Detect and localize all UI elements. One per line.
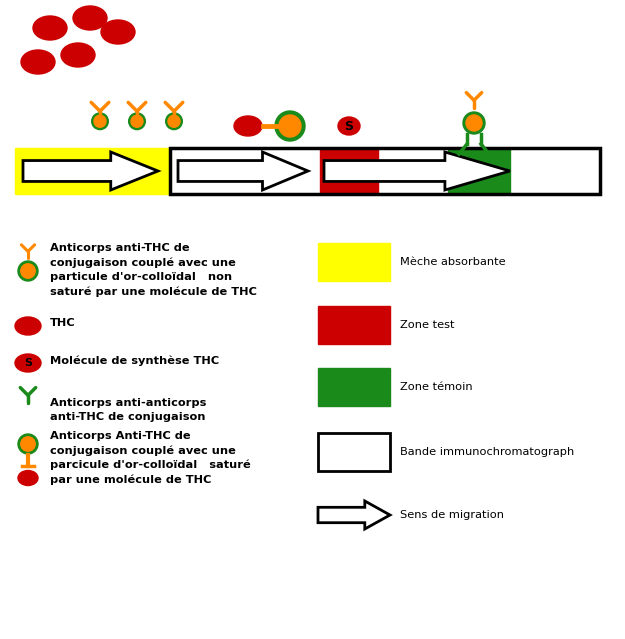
Text: Anticorps Anti-THC de
conjugaison couplé avec une
parcicule d'or-colloïdal   sat: Anticorps Anti-THC de conjugaison couplé… <box>50 431 251 485</box>
Circle shape <box>466 115 482 131</box>
Circle shape <box>92 113 108 130</box>
Text: THC: THC <box>50 318 76 328</box>
Bar <box>170 148 600 194</box>
Text: Zone test: Zone test <box>400 320 454 330</box>
Text: Mèche absorbante: Mèche absorbante <box>400 257 506 267</box>
Text: Bande immunochromatograph: Bande immunochromatograph <box>400 447 574 457</box>
Bar <box>318 433 390 471</box>
Bar <box>170 148 600 194</box>
Bar <box>318 243 390 281</box>
Polygon shape <box>318 501 390 529</box>
Text: Anticorps anti-THC de
conjugaison couplé avec une
particule d'or-colloïdal   non: Anticorps anti-THC de conjugaison couplé… <box>50 243 257 296</box>
Bar <box>448 148 510 194</box>
Polygon shape <box>324 152 510 190</box>
Circle shape <box>18 434 38 454</box>
Bar <box>318 433 390 471</box>
Circle shape <box>279 115 301 137</box>
Circle shape <box>21 264 35 278</box>
Ellipse shape <box>73 6 107 30</box>
Text: Zone témoin: Zone témoin <box>400 382 472 392</box>
Bar <box>318 306 390 344</box>
Polygon shape <box>23 152 158 190</box>
Text: S: S <box>344 119 354 132</box>
Circle shape <box>275 111 305 141</box>
Text: Sens de migration: Sens de migration <box>400 510 504 520</box>
Ellipse shape <box>15 354 41 372</box>
Ellipse shape <box>234 116 262 136</box>
Ellipse shape <box>21 50 55 74</box>
Ellipse shape <box>18 470 38 486</box>
Ellipse shape <box>61 43 95 67</box>
Bar <box>320 148 378 194</box>
Polygon shape <box>178 152 308 190</box>
Circle shape <box>129 113 146 130</box>
Ellipse shape <box>101 20 135 44</box>
Ellipse shape <box>338 117 360 135</box>
Ellipse shape <box>33 16 67 40</box>
Circle shape <box>131 115 143 127</box>
Text: Molécule de synthèse THC: Molécule de synthèse THC <box>50 355 219 366</box>
Bar <box>318 368 390 406</box>
Bar <box>15 148 170 194</box>
Circle shape <box>21 437 35 451</box>
Text: S: S <box>24 358 32 368</box>
Ellipse shape <box>15 317 41 335</box>
Circle shape <box>94 115 106 127</box>
Circle shape <box>166 113 182 130</box>
Circle shape <box>463 112 485 134</box>
Circle shape <box>18 261 38 281</box>
Text: Anticorps anti-anticorps
anti-THC de conjugaison: Anticorps anti-anticorps anti-THC de con… <box>50 398 206 422</box>
Circle shape <box>168 115 180 127</box>
